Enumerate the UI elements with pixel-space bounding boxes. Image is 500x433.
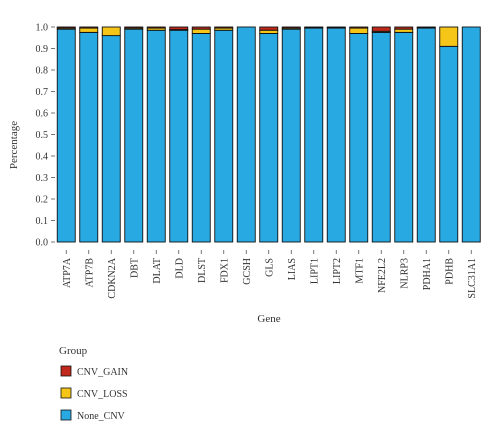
legend-title: Group — [59, 345, 88, 357]
x-tick-label: CDKN2A — [107, 257, 118, 298]
bar-DBT-CNV_GAIN — [124, 26, 144, 29]
bar-NFE2L2-None_CNV — [371, 31, 391, 243]
bar-DLD-CNV_GAIN — [169, 26, 189, 31]
bar-DLD-None_CNV — [169, 29, 189, 243]
bar-CDKN2A-None_CNV — [101, 35, 121, 243]
x-tick-label: ATP7A — [62, 257, 73, 288]
y-tick-label: 1.0 — [36, 23, 49, 34]
x-tick-label: SLC31A1 — [467, 258, 478, 299]
x-tick-label: LIPT2 — [332, 258, 343, 284]
y-tick-label: 0.9 — [36, 44, 49, 55]
bar-NFE2L2-CNV_GAIN — [371, 26, 391, 32]
y-axis: 0.0 0.1 0.2 0.3 0.4 0.5 0.6 0.7 0.8 0.9 1.0 — [36, 23, 55, 249]
bar-CDKN2A-CNV_LOSS — [101, 26, 121, 37]
x-tick-label: DBT — [129, 258, 140, 278]
bars — [56, 26, 481, 243]
x-tick-label: FDX1 — [219, 258, 230, 283]
legend-label-None_CNV: None_CNV — [77, 411, 126, 422]
bar-DLST-None_CNV — [191, 33, 211, 243]
y-tick-label: 0.2 — [36, 195, 49, 206]
y-tick-label: 0.0 — [36, 238, 49, 249]
bar-DLST-CNV_GAIN — [191, 26, 211, 30]
y-tick-label: 0.1 — [36, 216, 49, 227]
bar-NLRP3-None_CNV — [394, 31, 414, 243]
x-tick-label: NLRP3 — [399, 258, 410, 289]
bar-FDX1-None_CNV — [214, 29, 234, 243]
bar-LIAS-None_CNV — [281, 28, 301, 243]
bar-LIAS-CNV_GAIN — [281, 26, 301, 29]
bar-MTF1-CNV_LOSS — [349, 27, 369, 34]
y-tick-label: 0.4 — [36, 152, 49, 163]
bar-ATP7B-None_CNV — [79, 31, 99, 243]
bar-FDX1-CNV_GAIN — [214, 26, 234, 29]
bar-DLAT-None_CNV — [146, 29, 166, 243]
bar-LIPT1-None_CNV — [304, 27, 324, 243]
bar-NLRP3-CNV_LOSS — [394, 28, 414, 33]
bar-NLRP3-CNV_GAIN — [394, 26, 414, 30]
x-tick-label: LIAS — [287, 258, 298, 280]
y-tick-label: 0.5 — [36, 130, 49, 141]
x-tick-label: NFE2L2 — [377, 258, 388, 293]
x-tick-label: ATP7B — [84, 258, 95, 288]
bar-GLS-None_CNV — [259, 33, 279, 243]
x-tick-label: MTF1 — [354, 258, 365, 284]
bar-DLST-CNV_LOSS — [191, 28, 211, 34]
x-tick-label: DLST — [197, 258, 208, 283]
bar-LIPT2-None_CNV — [326, 27, 346, 243]
x-tick-label: GCSH — [242, 258, 253, 285]
legend-swatch-CNV_LOSS — [60, 387, 72, 399]
x-tick-label: DLAT — [152, 258, 163, 284]
bar-GCSH-None_CNV — [236, 26, 256, 243]
bar-ATP7B-CNV_GAIN — [79, 26, 99, 29]
bar-SLC31A1-None_CNV — [461, 26, 481, 243]
y-tick-label: 0.7 — [36, 87, 49, 98]
y-tick-label: 0.6 — [36, 109, 49, 120]
bar-DLAT-CNV_GAIN — [146, 26, 166, 29]
legend-label-CNV_LOSS: CNV_LOSS — [77, 389, 128, 400]
x-tick-label: PDHA1 — [422, 258, 433, 290]
bar-PDHB-CNV_LOSS — [439, 26, 459, 47]
bar-LIPT1-CNV_GAIN — [304, 26, 324, 28]
bar-PDHA1-None_CNV — [416, 27, 436, 243]
bar-DBT-None_CNV — [124, 28, 144, 243]
bar-LIPT2-CNV_GAIN — [326, 26, 346, 28]
bar-MTF1-CNV_GAIN — [349, 26, 369, 29]
bar-ATP7A-None_CNV — [56, 28, 76, 243]
x-tick-label: LIPT1 — [309, 258, 320, 284]
legend-swatch-None_CNV — [60, 409, 72, 421]
bar-PDHB-None_CNV — [439, 45, 459, 243]
bar-ATP7A-CNV_GAIN — [56, 26, 76, 29]
y-axis-title: Percentage — [8, 121, 20, 169]
legend: Group CNV_GAIN CNV_LOSS None_CNV — [59, 345, 128, 422]
bar-ATP7B-CNV_LOSS — [79, 27, 99, 33]
x-axis-title: Gene — [257, 313, 280, 325]
x-tick-label: PDHB — [444, 258, 455, 285]
y-tick-label: 0.3 — [36, 173, 49, 184]
x-axis: ATP7A ATP7B CDKN2A DBT DLAT DLD DLST FDX1 GCSH GL… — [62, 250, 478, 299]
x-tick-label: GLS — [264, 258, 275, 277]
bar-MTF1-None_CNV — [349, 33, 369, 243]
x-tick-label: DLD — [174, 258, 185, 279]
bar-GLS-CNV_GAIN — [259, 26, 279, 31]
bar-PDHA1-CNV_GAIN — [416, 26, 436, 28]
bar-GLS-CNV_LOSS — [259, 29, 279, 34]
legend-label-CNV_GAIN: CNV_GAIN — [77, 367, 128, 378]
y-tick-label: 0.8 — [36, 66, 49, 77]
legend-swatch-CNV_GAIN — [60, 365, 72, 377]
